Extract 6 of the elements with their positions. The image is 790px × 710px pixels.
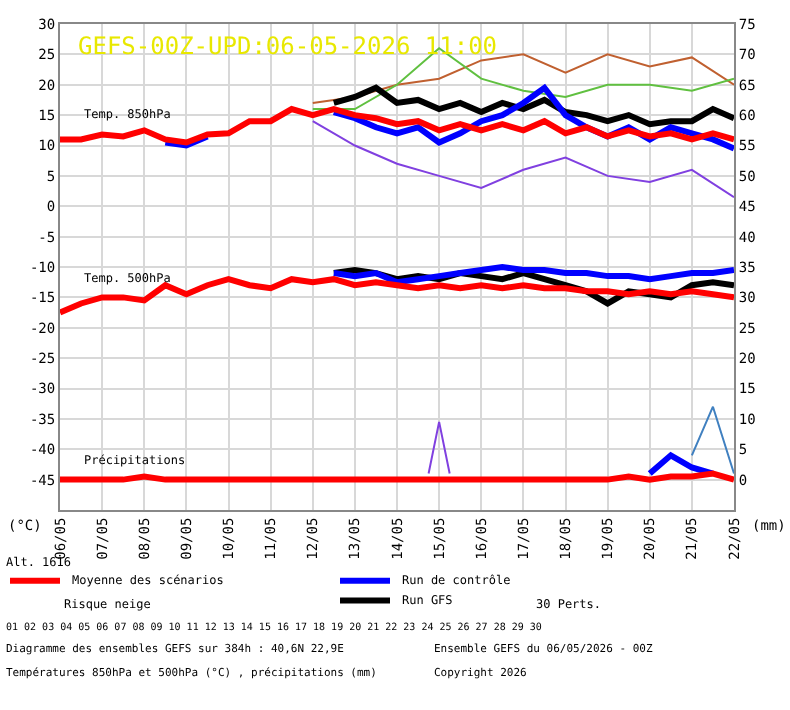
line-series bbox=[330, 264, 734, 286]
chart-title: GEFS-00Z-UPD:06-05-2026 11:00 bbox=[78, 32, 498, 60]
line-series bbox=[311, 120, 734, 199]
line-series bbox=[60, 106, 734, 146]
line-series bbox=[330, 84, 734, 128]
line-series bbox=[60, 276, 734, 316]
